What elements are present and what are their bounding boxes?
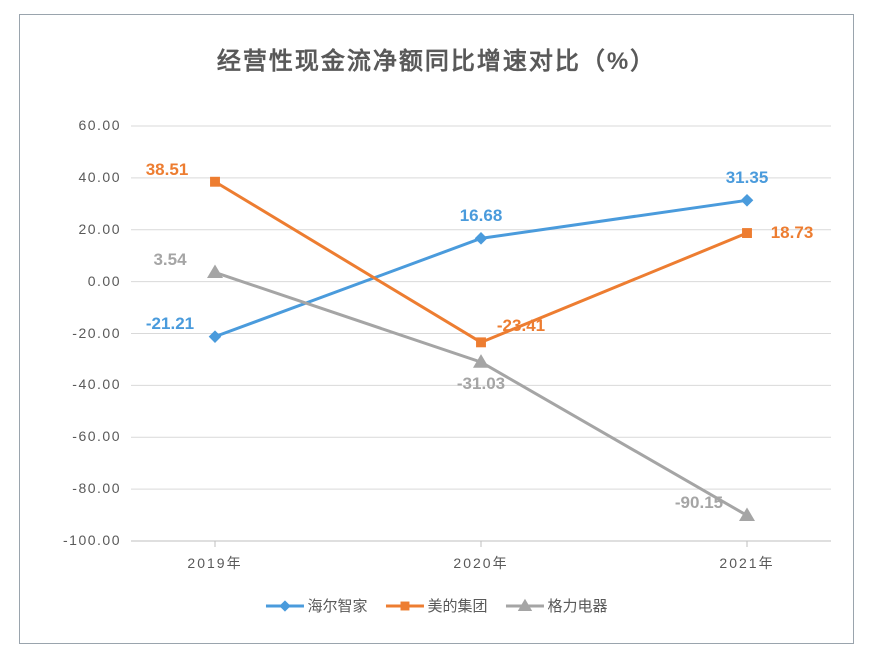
y-tick-label: -20.00 (72, 325, 121, 341)
legend-marker-icon (385, 598, 423, 614)
data-label: -21.21 (146, 314, 194, 334)
x-tick-label: 2021年 (719, 553, 774, 573)
legend-marker-icon (506, 598, 544, 614)
data-label: 16.68 (460, 206, 503, 226)
data-label: 38.51 (146, 160, 189, 180)
data-label: 18.73 (771, 223, 814, 243)
chart-frame: 经营性现金流净额同比增速对比（%） -100.00 -80.00 -60.00 -40.… (19, 14, 854, 644)
chart-title: 经营性现金流净额同比增速对比（%） (20, 41, 853, 76)
data-label: -23.41 (497, 316, 545, 336)
legend-label: 海尔智家 (307, 595, 367, 616)
y-tick-label: -80.00 (72, 480, 121, 496)
legend-item: 美的集团 (385, 595, 487, 616)
x-tick-label: 2020年 (453, 553, 508, 573)
data-label: 31.35 (726, 168, 769, 188)
data-label: -31.03 (457, 374, 505, 394)
series-marker (210, 177, 220, 187)
data-label: -90.15 (675, 493, 723, 513)
series-marker (741, 194, 754, 207)
legend-label: 美的集团 (427, 595, 487, 616)
y-tick-label: -100.00 (63, 532, 121, 548)
legend: 海尔智家 美的集团 格力电器 (265, 595, 607, 616)
y-tick-label: 20.00 (78, 221, 121, 237)
y-tick-label: -60.00 (72, 428, 121, 444)
y-tick-label: 40.00 (78, 169, 121, 185)
data-label: 3.54 (153, 250, 186, 270)
legend-item: 格力电器 (506, 595, 608, 616)
x-tick-label: 2019年 (187, 553, 242, 573)
series-marker (476, 337, 486, 347)
series-marker (739, 507, 755, 521)
legend-marker-icon (265, 598, 303, 614)
series-marker (209, 330, 222, 343)
series-marker (742, 228, 752, 238)
legend-label: 格力电器 (548, 595, 608, 616)
y-tick-label: -40.00 (72, 376, 121, 392)
y-tick-label: 60.00 (78, 117, 121, 133)
y-tick-label: 0.00 (88, 273, 121, 289)
series-marker (207, 264, 223, 278)
series-marker (475, 232, 488, 245)
legend-item: 海尔智家 (265, 595, 367, 616)
